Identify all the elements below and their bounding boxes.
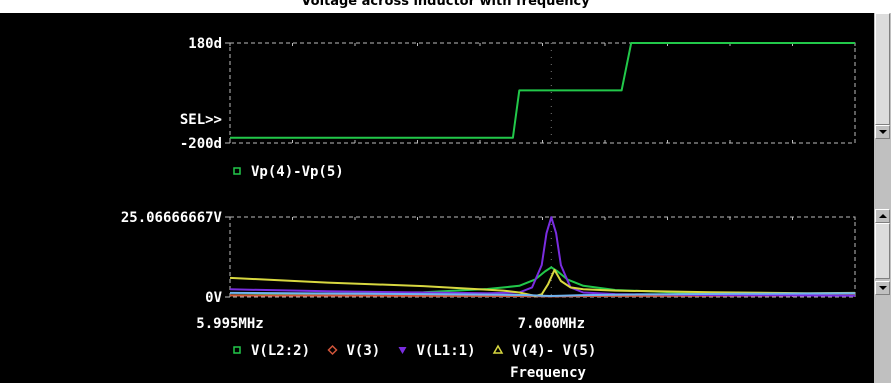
- xtick-label-start: 5.995MHz: [196, 316, 263, 332]
- xtick-label-7mhz: 7.000MHz: [518, 316, 585, 332]
- phase-series-vp-4-vp-5: [230, 42, 855, 139]
- phase-panel: 180d -200d SEL>> Vp(4)-Vp(5): [180, 36, 856, 180]
- scrollbar-thumb-phase[interactable]: [875, 13, 890, 125]
- magnitude-legend-label-0: V(L2:2): [251, 343, 310, 359]
- x-axis-label: Frequency: [510, 365, 586, 381]
- title-bar: Voltage across inductor with frequency: [0, 0, 891, 13]
- phase-frame: [229, 42, 856, 144]
- scroll-down-arrow-icon[interactable]: [875, 125, 890, 139]
- scrollbar-thumb-magnitude[interactable]: [875, 223, 890, 279]
- phase-ytick-label-bottom: -200d: [180, 136, 222, 152]
- scroll-down-arrow-icon[interactable]: [875, 281, 890, 295]
- magnitude-series-unlabeled-4: [229, 291, 856, 297]
- magnitude-legend-label-2: V(L1:1): [417, 343, 476, 359]
- magnitude-panel: 25.06666667V 0V 5.995MHz 7.000MHz V(L2:2) V(3…: [121, 210, 856, 381]
- plot-title: Voltage across inductor with frequency: [301, 0, 590, 9]
- magnitude-legend-label-1: V(3): [347, 343, 381, 359]
- selection-marker: SEL>>: [180, 112, 222, 128]
- magnitude-legend-marker-1: [327, 344, 338, 356]
- phase-legend-label: Vp(4)-Vp(5): [251, 164, 344, 180]
- magnitude-ytick-label-top: 25.06666667V: [121, 210, 223, 226]
- magnitude-ytick-label-bottom: 0V: [205, 290, 222, 306]
- vertical-scrollbar[interactable]: [874, 13, 891, 383]
- magnitude-series-v-4-v-5: [229, 268, 856, 297]
- phase-ytick-label-top: 180d: [188, 36, 222, 52]
- scroll-up-arrow-icon[interactable]: [875, 209, 890, 223]
- phase-legend-marker: [233, 167, 241, 175]
- magnitude-legend-marker-2: [398, 347, 407, 354]
- magnitude-legend-marker-0: [233, 346, 241, 354]
- magnitude-legend-label-3: V(4)- V(5): [512, 343, 596, 359]
- magnitude-series-v-l1-1: [229, 216, 856, 297]
- magnitude-legend-marker-3: [492, 344, 504, 354]
